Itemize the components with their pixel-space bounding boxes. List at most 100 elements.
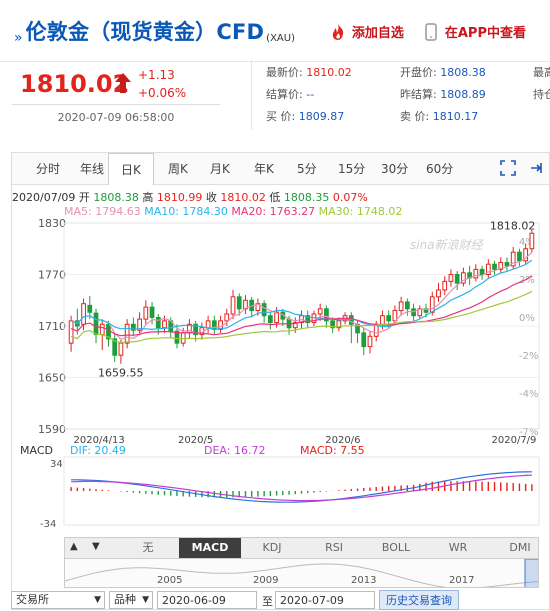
candle-body: [193, 323, 199, 336]
dif-line: [71, 471, 532, 503]
settings-icon[interactable]: [528, 160, 544, 176]
ma10-label: MA10: 1784.30: [144, 205, 228, 218]
indicator-tab-4[interactable]: BOLL: [381, 541, 411, 554]
period-tab-2[interactable]: 日K: [108, 153, 154, 185]
period-tab-6[interactable]: 5分: [297, 162, 317, 176]
overview-line: [65, 563, 538, 587]
max-annotation: 1818.02: [490, 219, 536, 232]
indicator-tabs: ▲ ▼ 无 MACD KDJ RSI BOLL WR DMI: [64, 537, 539, 559]
indicator-tab-3[interactable]: RSI: [325, 541, 343, 554]
candle-body: [361, 332, 367, 348]
open-label: 开盘价:: [400, 66, 437, 79]
candle-body: [261, 303, 267, 317]
candle-body: [305, 315, 311, 324]
add-watchlist-button[interactable]: 添加自选: [329, 22, 404, 41]
fullscreen-icon[interactable]: [500, 160, 516, 176]
candle-body: [380, 315, 385, 325]
x-tick-label: 2020/4/13: [74, 435, 125, 446]
top-bar: » 伦敦金（现货黄金）CFD (XAU) 添加自选 在APP中查看: [0, 0, 550, 62]
period-tab-4[interactable]: 月K: [210, 162, 230, 176]
overview-sparkline: [65, 559, 539, 588]
candle-body: [155, 316, 161, 329]
end-date-input[interactable]: [275, 591, 375, 609]
candle-body: [404, 301, 410, 310]
candle-body: [87, 304, 93, 313]
watermark: sina新浪财经: [410, 238, 485, 252]
plot-frame: [63, 222, 540, 430]
candle-body: [68, 320, 74, 344]
candle-body: [131, 323, 136, 331]
add-watchlist-label: 添加自选: [351, 26, 404, 41]
bar-pct: 0.07%: [332, 191, 368, 204]
scroll-left-icon[interactable]: ▲: [70, 541, 78, 552]
x-tick-label: 2020/6: [325, 435, 360, 446]
history-filter: 交易所 ▼ 品种 ▼ 至 历史交易查询: [11, 589, 550, 611]
candle-body: [386, 315, 392, 322]
pct-tick-label: 2%: [519, 275, 535, 286]
open-in-app-button[interactable]: 在APP中查看: [422, 22, 526, 41]
bar-close-label: 收: [205, 191, 217, 204]
candle-body: [442, 280, 448, 291]
open-in-app-label: 在APP中查看: [444, 26, 526, 41]
candle-body: [93, 312, 99, 336]
divider: [251, 60, 252, 130]
candlestick-chart[interactable]: 1830 1770 1710 1650 1590 4% 2% 0% -2% -4% -7% sina新…: [12, 219, 549, 539]
candle-body: [423, 308, 429, 313]
candle-body: [454, 274, 460, 284]
period-tab-5[interactable]: 年K: [254, 162, 274, 176]
indicator-tab-6[interactable]: DMI: [509, 541, 531, 554]
candle-body: [274, 311, 279, 324]
candle-body: [149, 306, 155, 318]
start-date-input[interactable]: [157, 591, 257, 609]
ma30-line: [70, 290, 533, 344]
exchange-select[interactable]: 交易所 ▼: [11, 591, 105, 609]
candle-body: [517, 251, 522, 262]
ma-legend: MA5: 1794.63 MA10: 1784.30 MA20: 1763.27…: [64, 205, 402, 218]
x-tick-label: 2020/7/9: [492, 435, 537, 446]
macd-value: MACD: 7.55: [300, 444, 365, 457]
period-tab-7[interactable]: 15分: [338, 162, 366, 176]
fire-icon: [332, 23, 344, 40]
pct-tick-label: 4%: [519, 237, 535, 248]
overview-window[interactable]: [524, 559, 539, 588]
instrument-code: (XAU): [266, 33, 295, 44]
variety-select[interactable]: 品种 ▼: [109, 591, 153, 609]
phone-icon: [425, 22, 437, 41]
overview-navigator[interactable]: 2005 2009 2013 2017: [64, 558, 539, 588]
price-change-percent: +0.06%: [138, 86, 187, 100]
candle-body: [292, 322, 298, 329]
candle-body: [461, 272, 466, 284]
indicator-tab-5[interactable]: WR: [448, 541, 468, 554]
candle-body: [267, 315, 273, 324]
candle-body: [398, 301, 404, 312]
scroll-right-icon[interactable]: ▼: [92, 541, 100, 552]
bar-low-label: 低: [269, 191, 281, 204]
buy-label: 买 价:: [266, 110, 296, 123]
ma20-label: MA20: 1763.27: [231, 205, 316, 218]
candle-body: [162, 320, 167, 329]
period-tab-8[interactable]: 30分: [381, 162, 409, 176]
caret-down-icon: ▼: [142, 595, 149, 605]
candle-body: [143, 306, 149, 320]
macd-dea: DEA: 16.72: [204, 444, 265, 457]
dea-line: [71, 474, 532, 502]
period-tab-9[interactable]: 60分: [426, 162, 454, 176]
settle-label: 结算价:: [266, 88, 303, 101]
y-tick-label: 1830: [38, 219, 66, 230]
macd-dif: DIF: 20.49: [70, 444, 126, 457]
prev-settle-label: 昨结算:: [400, 88, 437, 101]
period-tab-3[interactable]: 周K: [168, 162, 188, 176]
period-tab-0[interactable]: 分时: [36, 162, 61, 176]
history-query-button[interactable]: 历史交易查询: [379, 590, 459, 610]
candle-body: [112, 338, 118, 356]
caret-down-icon: ▼: [94, 595, 101, 605]
prev-settle-value: 1808.89: [440, 88, 486, 101]
indicator-tab-1[interactable]: MACD: [179, 538, 241, 558]
candle-body: [330, 320, 336, 329]
candle-body: [411, 308, 416, 317]
indicator-tab-0[interactable]: 无: [142, 541, 154, 554]
chevron-icon: »: [14, 30, 23, 46]
pct-tick-label: 0%: [519, 313, 535, 324]
period-tab-1[interactable]: 年线: [80, 162, 105, 176]
indicator-tab-2[interactable]: KDJ: [262, 541, 282, 554]
